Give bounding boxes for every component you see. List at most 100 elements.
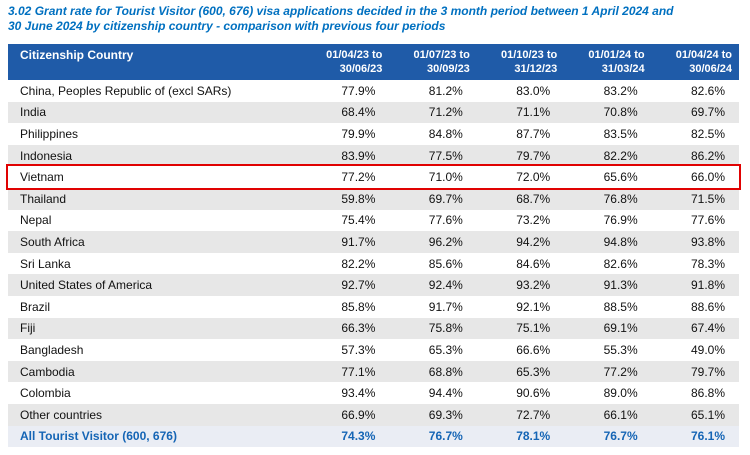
value-cell: 66.9% xyxy=(341,407,376,422)
value-cell: 71.5% xyxy=(691,191,726,206)
value-cell: 89.0% xyxy=(603,386,638,401)
value-cell: 78.1% xyxy=(516,429,551,444)
column-header-period: 01/10/23 to 31/12/23 xyxy=(477,44,564,80)
value-cell: 83.9% xyxy=(341,148,376,163)
value-cell: 71.1% xyxy=(516,105,551,120)
value-cell: 84.8% xyxy=(428,126,463,141)
table-row: South Africa 91.7% 96.2% 94.2% 94.8% 93.8% xyxy=(8,231,739,253)
value-cell: 77.6% xyxy=(691,213,726,228)
period-end-date: 30/06/24 xyxy=(689,63,733,75)
value-cell: 82.6% xyxy=(691,83,726,98)
value-cell: 68.4% xyxy=(341,105,376,120)
column-header-period: 01/04/23 to 30/06/23 xyxy=(302,44,389,80)
value-cell: 82.2% xyxy=(341,256,376,271)
table-row-highlighted: Vietnam 77.2% 71.0% 72.0% 65.6% 66.0% xyxy=(6,164,741,190)
table-row: Philippines 79.9% 84.8% 87.7% 83.5% 82.5% xyxy=(8,123,739,145)
table-row: Sri Lanka 82.2% 85.6% 84.6% 82.6% 78.3% xyxy=(8,253,739,275)
country-cell: Fiji xyxy=(20,321,36,336)
value-cell: 73.2% xyxy=(516,213,551,228)
period-end-date: 30/09/23 xyxy=(426,63,470,75)
value-cell: 84.6% xyxy=(516,256,551,271)
value-cell: 65.6% xyxy=(603,170,638,185)
value-cell: 67.4% xyxy=(691,321,726,336)
value-cell: 71.2% xyxy=(428,105,463,120)
table-title-line1: 3.02 Grant rate for Tourist Visitor (600… xyxy=(8,4,674,18)
value-cell: 79.9% xyxy=(341,126,376,141)
value-cell: 83.2% xyxy=(603,83,638,98)
value-cell: 88.5% xyxy=(603,299,638,314)
value-cell: 91.7% xyxy=(341,234,376,249)
value-cell: 72.0% xyxy=(516,170,551,185)
period-end-date: 30/06/23 xyxy=(339,63,383,75)
country-cell: Vietnam xyxy=(20,170,64,185)
value-cell: 75.4% xyxy=(341,213,376,228)
value-cell: 69.7% xyxy=(691,105,726,120)
value-cell: 72.7% xyxy=(516,407,551,422)
value-cell: 49.0% xyxy=(691,342,726,357)
value-cell: 68.8% xyxy=(428,364,463,379)
value-cell: 87.7% xyxy=(516,126,551,141)
period-start-date: 01/04/24 to xyxy=(675,49,733,61)
value-cell: 91.3% xyxy=(603,278,638,293)
period-start-date: 01/01/24 to xyxy=(588,49,645,61)
value-cell: 83.5% xyxy=(603,126,638,141)
country-cell: Sri Lanka xyxy=(20,256,71,271)
value-cell: 93.8% xyxy=(691,234,726,249)
table-row: Indonesia 83.9% 77.5% 79.7% 82.2% 86.2% xyxy=(8,144,739,167)
table-row: India 68.4% 71.2% 71.1% 70.8% 69.7% xyxy=(8,101,739,124)
table-row: China, Peoples Republic of (excl SARs) 7… xyxy=(8,80,739,102)
country-cell: Nepal xyxy=(20,213,52,228)
value-cell: 76.7% xyxy=(603,429,638,444)
value-cell: 91.7% xyxy=(428,299,463,314)
value-cell: 81.2% xyxy=(428,83,463,98)
value-cell: 69.3% xyxy=(428,407,463,422)
value-cell: 92.7% xyxy=(341,278,376,293)
value-cell: 90.6% xyxy=(516,386,551,401)
value-cell: 92.1% xyxy=(516,299,551,314)
country-cell: All Tourist Visitor (600, 676) xyxy=(20,429,177,444)
value-cell: 77.2% xyxy=(603,364,638,379)
table-row: United States of America 92.7% 92.4% 93.2%… xyxy=(8,274,739,296)
period-end-date: 31/12/23 xyxy=(514,63,558,75)
value-cell: 86.2% xyxy=(691,148,726,163)
table-header-row: Citizenship Country 01/04/23 to 30/06/23… xyxy=(8,44,739,80)
table-body: China, Peoples Republic of (excl SARs) 7… xyxy=(6,80,741,448)
column-header-period: 01/01/24 to 31/03/24 xyxy=(564,44,651,80)
value-cell: 96.2% xyxy=(428,234,463,249)
period-start-date: 01/07/23 to xyxy=(413,49,470,61)
country-cell: Brazil xyxy=(20,299,51,314)
value-cell: 94.4% xyxy=(428,386,463,401)
value-cell: 94.8% xyxy=(603,234,638,249)
country-cell: Thailand xyxy=(20,191,67,206)
value-cell: 82.6% xyxy=(603,256,638,271)
value-cell: 79.7% xyxy=(516,148,551,163)
value-cell: 69.7% xyxy=(428,191,463,206)
country-cell: Indonesia xyxy=(20,148,73,163)
period-start-date: 01/10/23 to xyxy=(500,49,558,61)
table-total-row: All Tourist Visitor (600, 676) 74.3% 76.7… xyxy=(8,425,739,448)
value-cell: 77.2% xyxy=(341,170,376,185)
table-row: Thailand 59.8% 69.7% 68.7% 76.8% 71.5% xyxy=(8,187,739,210)
column-header-period: 01/07/23 to 30/09/23 xyxy=(389,44,476,80)
value-cell: 65.1% xyxy=(691,407,726,422)
value-cell: 70.8% xyxy=(603,105,638,120)
value-cell: 77.1% xyxy=(341,364,376,379)
value-cell: 69.1% xyxy=(603,321,638,336)
value-cell: 85.6% xyxy=(428,256,463,271)
value-cell: 82.5% xyxy=(691,126,726,141)
grant-rate-table: Citizenship Country 01/04/23 to 30/06/23… xyxy=(6,44,741,448)
period-start-date: 01/04/23 to xyxy=(326,49,383,61)
country-cell: Bangladesh xyxy=(20,342,84,357)
value-cell: 75.1% xyxy=(516,321,551,336)
value-cell: 86.8% xyxy=(691,386,726,401)
value-cell: 83.0% xyxy=(516,83,551,98)
table-row: Other countries 66.9% 69.3% 72.7% 66.1% 65.1… xyxy=(8,403,739,426)
value-cell: 85.8% xyxy=(341,299,376,314)
value-cell: 92.4% xyxy=(428,278,463,293)
value-cell: 94.2% xyxy=(516,234,551,249)
value-cell: 77.6% xyxy=(428,213,463,228)
value-cell: 76.9% xyxy=(603,213,638,228)
value-cell: 82.2% xyxy=(603,148,638,163)
value-cell: 93.4% xyxy=(341,386,376,401)
country-cell: Colombia xyxy=(20,386,71,401)
